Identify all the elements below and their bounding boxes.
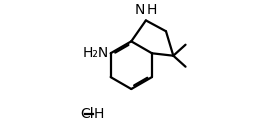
Text: Cl: Cl [80,107,94,121]
Text: N: N [135,3,145,17]
Text: H₂N: H₂N [83,46,109,60]
Text: H: H [94,107,104,121]
Text: H: H [147,3,157,17]
